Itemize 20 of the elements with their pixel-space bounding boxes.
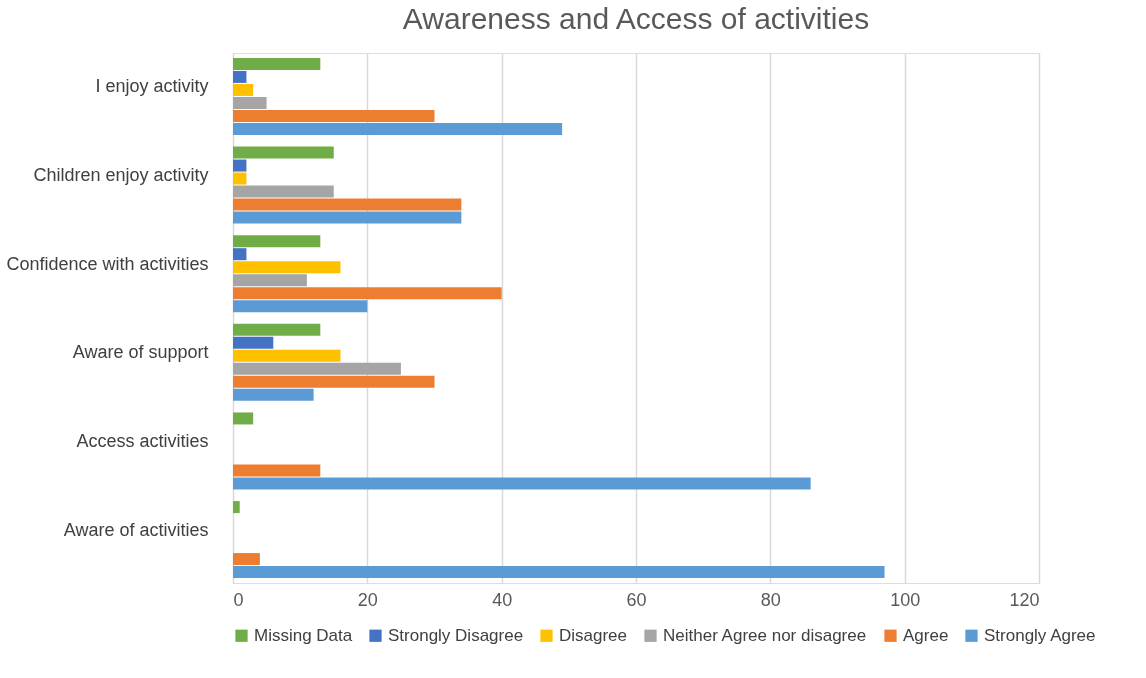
x-tick-label: 60	[626, 589, 647, 610]
x-tick-label: 120	[1009, 589, 1040, 610]
legend-label: Missing Data	[254, 625, 353, 645]
x-tick-label: 40	[492, 589, 513, 610]
y-tick-label: Children enjoy activity	[33, 165, 209, 186]
y-tick-label: Aware of activities	[63, 519, 209, 540]
x-tick-label: 100	[890, 589, 921, 610]
legend-label: Neither Agree nor disagree	[663, 625, 867, 645]
y-tick-label: I enjoy activity	[95, 76, 209, 97]
legend-label: Strongly Disagree	[388, 625, 524, 645]
y-tick-label: Aware of support	[72, 342, 209, 363]
y-tick-label: Access activities	[76, 430, 209, 451]
legend-label: Disagree	[559, 625, 628, 645]
x-tick-label: 20	[357, 589, 378, 610]
x-tick-label: 80	[760, 589, 781, 610]
x-tick-label: 0	[233, 589, 244, 610]
y-tick-label: Confidence with activities	[6, 253, 209, 274]
legend-label: Agree	[903, 625, 949, 645]
legend-label: Strongly Agree	[984, 625, 1096, 645]
chart-title: Awareness and Access of activities	[402, 2, 870, 35]
